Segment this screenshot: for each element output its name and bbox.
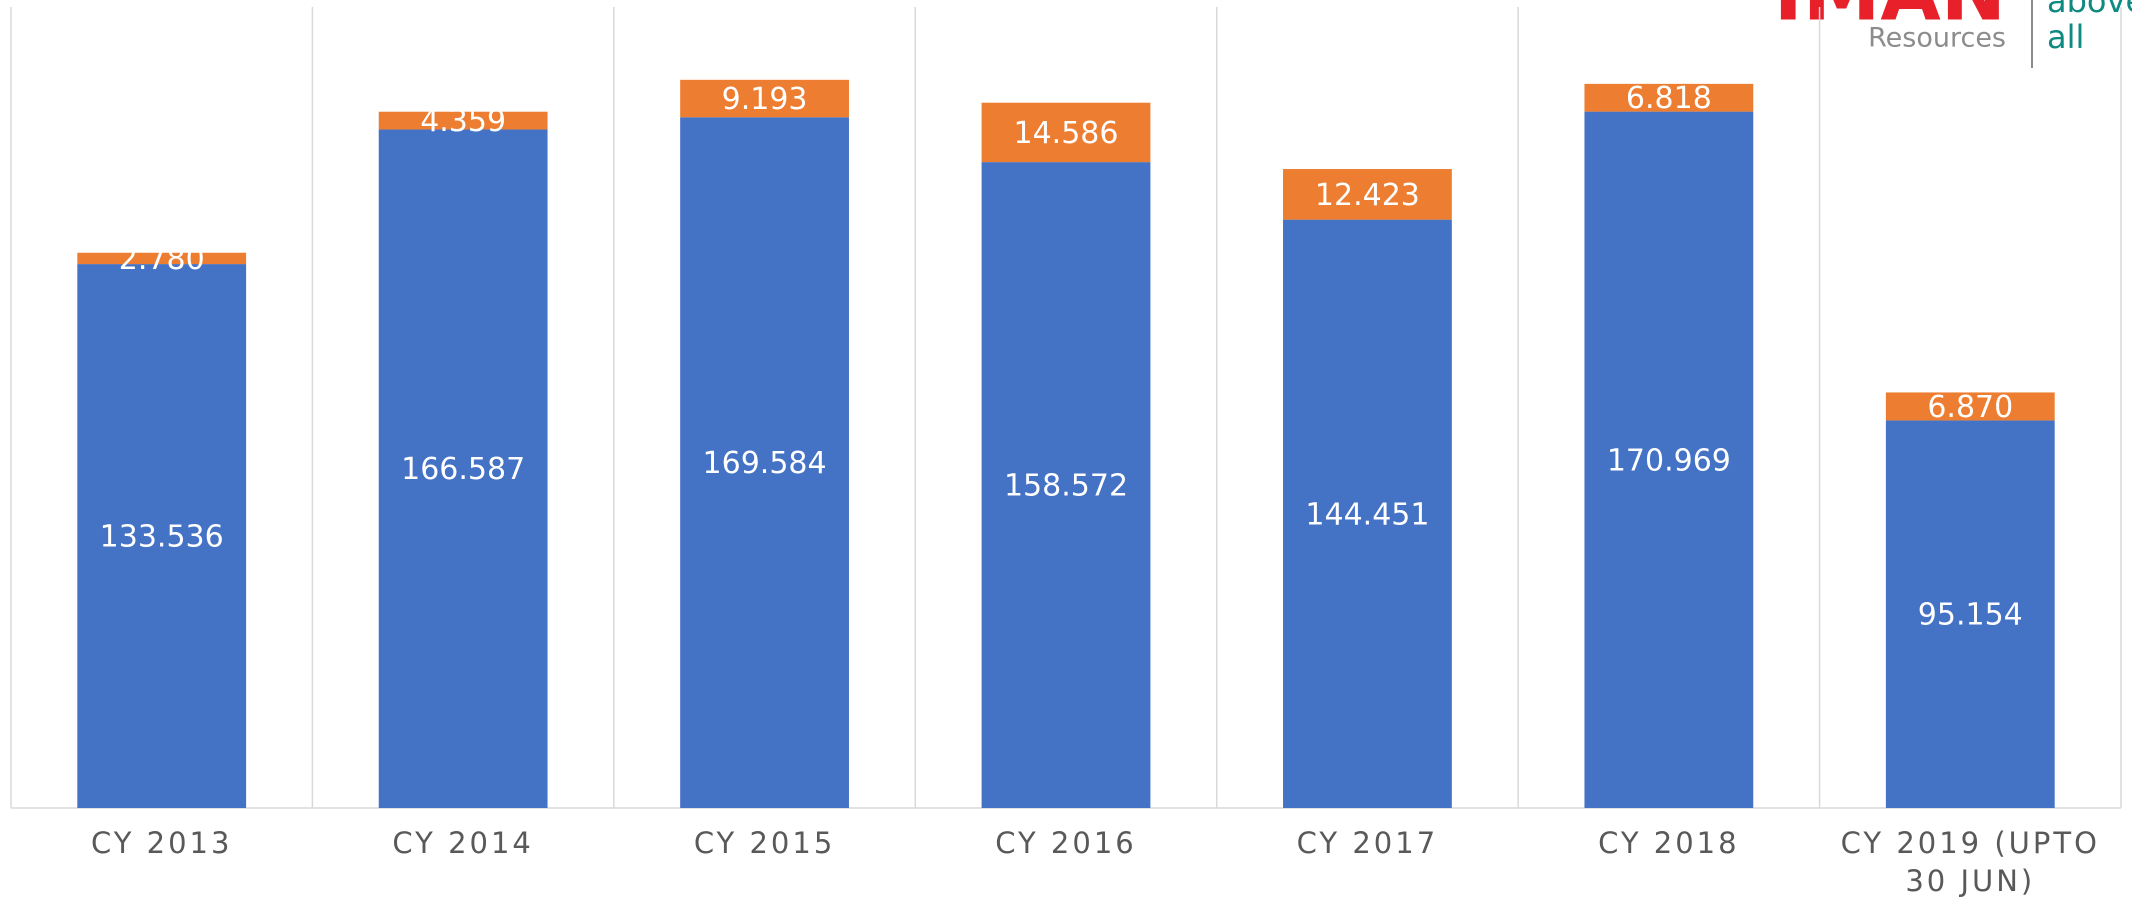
- bar-segment: [981, 162, 1151, 809]
- x-tick-label: CY 2018: [1598, 826, 1740, 860]
- bar-segment: [1885, 392, 2055, 421]
- bar-segment: [378, 129, 548, 809]
- bar-segment: [77, 252, 247, 265]
- bar-segment: [1885, 420, 2055, 808]
- data-label: 4.359: [420, 104, 506, 139]
- logo-tagline: above: [2047, 0, 2132, 20]
- bar-segment: [1584, 83, 1754, 112]
- bar-segment: [680, 117, 849, 809]
- x-tick-label: CY 2017: [1296, 826, 1439, 860]
- data-label: 2.780: [119, 242, 205, 277]
- x-tick-label: CY 2015: [693, 826, 836, 860]
- bar-segment: [680, 79, 849, 118]
- x-tick-label: CY 2016: [995, 826, 1137, 860]
- data-label: 133.536: [100, 520, 224, 555]
- data-label: 9.193: [722, 82, 808, 117]
- data-label: 169.584: [703, 446, 827, 481]
- data-label: 95.154: [1918, 598, 2023, 633]
- data-label: 170.969: [1607, 443, 1731, 478]
- logo-name: Resources: [1868, 23, 2006, 54]
- logo-tagline: all: [2047, 18, 2084, 56]
- data-label: 6.818: [1626, 81, 1712, 116]
- data-label: 166.587: [401, 452, 525, 487]
- bar-segment: [981, 102, 1151, 163]
- data-label: 144.451: [1305, 497, 1429, 532]
- data-label: 158.572: [1004, 469, 1128, 504]
- x-tick-label: CY 2019 (UPTO 30 JUN): [1840, 826, 2100, 898]
- bar-segment: [1584, 111, 1754, 809]
- x-tick-label: CY 2014: [392, 826, 534, 860]
- bar-segment: [77, 264, 247, 809]
- data-label: 14.586: [1014, 116, 1119, 151]
- bar-segment: [1283, 169, 1452, 220]
- data-label: 12.423: [1315, 178, 1420, 213]
- data-label: 6.870: [1927, 390, 2013, 425]
- logo-brand: IMAN: [1774, 0, 2006, 38]
- bar-segment: [1283, 219, 1452, 808]
- bar-segment: [378, 111, 548, 130]
- x-tick-label: CY 2013: [90, 826, 233, 860]
